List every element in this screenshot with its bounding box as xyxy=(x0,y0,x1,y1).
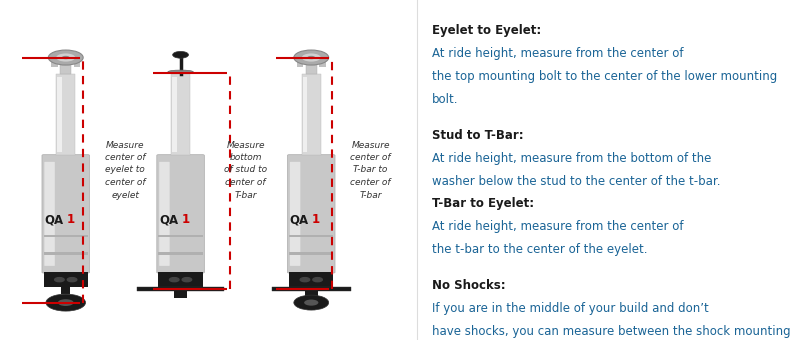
Bar xyxy=(44,235,88,237)
Text: QA: QA xyxy=(44,213,63,226)
Text: At ride height, measure from the bottom of the: At ride height, measure from the bottom … xyxy=(432,152,711,165)
Circle shape xyxy=(313,277,322,282)
FancyBboxPatch shape xyxy=(42,155,89,273)
Ellipse shape xyxy=(168,70,193,73)
Text: 1: 1 xyxy=(67,213,74,226)
Text: Measure
center of
T-bar to
center of
T-bar: Measure center of T-bar to center of T-b… xyxy=(350,140,391,200)
Bar xyxy=(158,235,203,237)
Circle shape xyxy=(304,300,318,306)
Bar xyxy=(44,252,88,255)
Bar xyxy=(319,56,326,67)
Circle shape xyxy=(55,277,64,282)
Circle shape xyxy=(302,53,321,62)
Bar xyxy=(305,291,318,298)
Bar xyxy=(302,73,321,155)
Text: washer below the stud to the center of the t-bar.: washer below the stud to the center of t… xyxy=(432,175,720,188)
Bar xyxy=(289,235,333,237)
Bar xyxy=(74,56,80,67)
Text: Eyelet to Eyelet:: Eyelet to Eyelet: xyxy=(432,24,541,37)
Text: At ride height, measure from the center of: At ride height, measure from the center … xyxy=(432,220,683,233)
FancyBboxPatch shape xyxy=(287,155,335,273)
Bar xyxy=(51,56,58,67)
Bar xyxy=(158,272,203,287)
Text: 1: 1 xyxy=(181,213,189,226)
Bar xyxy=(297,56,303,67)
Bar xyxy=(60,65,71,73)
Circle shape xyxy=(169,277,179,282)
Text: bolt.: bolt. xyxy=(432,93,458,106)
Bar xyxy=(57,77,62,152)
FancyBboxPatch shape xyxy=(157,155,204,273)
Text: At ride height, measure from the center of: At ride height, measure from the center … xyxy=(432,47,683,60)
Bar xyxy=(174,291,187,298)
Text: T-Bar to Eyelet:: T-Bar to Eyelet: xyxy=(432,197,534,210)
FancyBboxPatch shape xyxy=(159,162,169,266)
Circle shape xyxy=(48,50,83,65)
Text: No Shocks:: No Shocks: xyxy=(432,279,505,292)
Circle shape xyxy=(46,294,86,311)
Text: Measure
bottom
of stud to
center of
T-bar: Measure bottom of stud to center of T-ba… xyxy=(224,140,267,200)
Bar xyxy=(158,252,203,255)
Bar xyxy=(306,65,317,73)
Circle shape xyxy=(182,277,192,282)
Bar xyxy=(171,73,190,155)
Text: Stud to T-Bar:: Stud to T-Bar: xyxy=(432,129,524,142)
Text: QA: QA xyxy=(290,213,309,226)
Text: the top mounting bolt to the center of the lower mounting: the top mounting bolt to the center of t… xyxy=(432,70,777,83)
Bar xyxy=(303,77,307,152)
Circle shape xyxy=(307,56,315,59)
Bar xyxy=(44,272,88,287)
Text: QA: QA xyxy=(159,213,178,226)
Circle shape xyxy=(62,56,70,59)
FancyBboxPatch shape xyxy=(290,162,300,266)
Text: Measure
center of
eyelet to
center of
eyelet: Measure center of eyelet to center of ey… xyxy=(105,140,146,200)
Circle shape xyxy=(294,50,329,65)
Bar xyxy=(272,287,351,291)
Bar xyxy=(61,287,70,294)
Circle shape xyxy=(173,51,188,58)
Circle shape xyxy=(294,295,329,310)
Text: If you are in the middle of your build and don’t: If you are in the middle of your build a… xyxy=(432,302,708,315)
Text: have shocks, you can measure between the shock mounting: have shocks, you can measure between the… xyxy=(432,325,790,338)
Text: the t-bar to the center of the eyelet.: the t-bar to the center of the eyelet. xyxy=(432,243,647,256)
Bar xyxy=(289,252,333,255)
FancyBboxPatch shape xyxy=(44,162,55,266)
Circle shape xyxy=(67,277,77,282)
Circle shape xyxy=(300,277,310,282)
Bar xyxy=(137,287,224,291)
Text: 1: 1 xyxy=(312,213,320,226)
Bar xyxy=(56,73,75,155)
Bar xyxy=(289,272,333,287)
Bar xyxy=(172,77,177,152)
Circle shape xyxy=(58,299,74,306)
Circle shape xyxy=(56,53,75,62)
